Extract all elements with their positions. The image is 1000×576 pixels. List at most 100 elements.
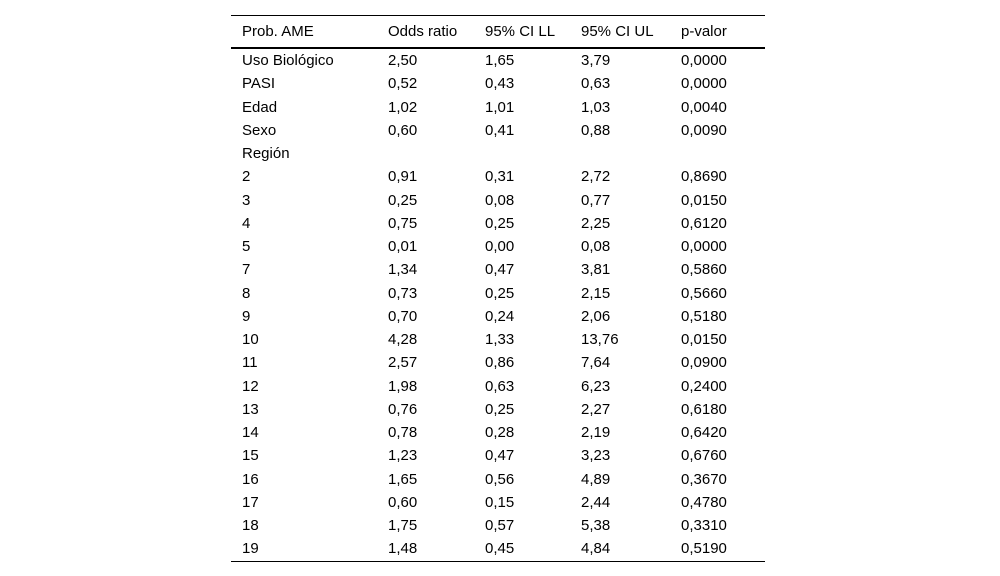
table-cell: [670, 142, 765, 165]
table-cell: 0,41: [485, 121, 515, 139]
cell-label: 11: [242, 354, 258, 372]
table-cell: 0,0000: [681, 52, 727, 70]
table-cell: 2,50: [388, 52, 418, 70]
cell-label: 16: [242, 470, 259, 488]
results-table: Prob. AME Odds ratio 95% CI LL 95% CI UL…: [231, 15, 765, 562]
table-cell: 2,15: [581, 284, 611, 302]
cell-label: 12: [242, 377, 259, 395]
table-cell: 0,5190: [670, 537, 765, 562]
table-row: 13 0,76 0,25 2,27 0,6180: [231, 398, 765, 421]
table-cell: 2,27: [581, 400, 611, 418]
cell-label: 14: [242, 424, 259, 442]
table-cell: 0,57: [485, 517, 515, 535]
table-cell: 0,08: [581, 238, 611, 256]
table-cell: 0,0000: [681, 75, 727, 93]
table-cell: 0,0150: [681, 191, 727, 209]
table-cell: 7,64: [581, 354, 611, 372]
header-row: Prob. AME Odds ratio 95% CI LL 95% CI UL…: [231, 15, 765, 49]
table-row: 11 2,57 0,86 7,64 0,0900: [231, 351, 765, 374]
table-row: 7 1,34 0,47 3,81 0,5860: [231, 258, 765, 281]
table-row: Edad 1,02 1,01 1,03 0,0040: [231, 96, 765, 119]
cell-label: 18: [242, 517, 259, 535]
table-cell: 0,70: [388, 307, 418, 325]
table-header: Prob. AME Odds ratio 95% CI LL 95% CI UL…: [231, 15, 765, 49]
cell-label: 19: [231, 537, 377, 562]
table-cell: 0,43: [485, 75, 515, 93]
table-cell: 0,28: [485, 424, 515, 442]
table-cell: 0,25: [485, 284, 515, 302]
table-cell: 2,06: [581, 307, 611, 325]
table-cell: 0,24: [485, 307, 515, 325]
table-cell: 0,73: [388, 284, 418, 302]
cell-label: Edad: [242, 98, 278, 116]
table-cell: 2,57: [388, 354, 418, 372]
table-cell: 0,0900: [681, 354, 727, 372]
table-cell: 0,08: [485, 191, 515, 209]
table-cell: 1,03: [581, 98, 611, 116]
cell-label: Sexo: [242, 121, 277, 139]
table-cell: 0,3310: [681, 517, 727, 535]
table-cell: 0,78: [388, 424, 418, 442]
table-cell: 0,5660: [681, 284, 727, 302]
table-cell: 2,44: [581, 493, 611, 511]
cell-label: 10: [242, 331, 259, 349]
table-cell: 0,76: [388, 400, 418, 418]
table-cell: 0,91: [388, 168, 418, 186]
cell-label: 8: [242, 284, 251, 302]
table-cell: 0,47: [485, 261, 515, 279]
table-cell: 0,56: [485, 470, 515, 488]
table-cell: 2,25: [581, 214, 611, 232]
table-row: 4 0,75 0,25 2,25 0,6120: [231, 212, 765, 235]
table-cell: 0,86: [485, 354, 515, 372]
table-cell: 1,48: [377, 537, 474, 562]
table-cell: 0,0000: [681, 238, 727, 256]
cell-label: Región: [242, 145, 290, 163]
cell-label: 2: [242, 168, 251, 186]
table-cell: 0,60: [388, 121, 418, 139]
table-cell: 0,5860: [681, 261, 727, 279]
table-cell: 6,23: [581, 377, 611, 395]
table-cell: 1,75: [388, 517, 418, 535]
table-cell: 0,63: [485, 377, 515, 395]
table-cell: 0,15: [485, 493, 515, 511]
table-cell: 0,63: [581, 75, 611, 93]
table-cell: 3,81: [581, 261, 611, 279]
table-row: PASI 0,52 0,43 0,63 0,0000: [231, 72, 765, 95]
table-row: 3 0,25 0,08 0,77 0,0150: [231, 189, 765, 212]
table-cell: 0,6180: [681, 400, 727, 418]
cell-label: PASI: [242, 75, 276, 93]
table-cell: 1,02: [388, 98, 418, 116]
table-row: 18 1,75 0,57 5,38 0,3310: [231, 514, 765, 537]
table-cell: 0,01: [388, 238, 418, 256]
table-cell: 1,33: [485, 331, 515, 349]
table-cell: 0,25: [388, 191, 418, 209]
table-cell: 0,6420: [681, 424, 727, 442]
table-cell: 0,0150: [681, 331, 727, 349]
cell-label: 13: [242, 400, 259, 418]
table-row: 12 1,98 0,63 6,23 0,2400: [231, 375, 765, 398]
table-row: 15 1,23 0,47 3,23 0,6760: [231, 444, 765, 467]
cell-label: 4: [242, 214, 251, 232]
cell-label: 3: [242, 191, 251, 209]
table-cell: 1,98: [388, 377, 418, 395]
table-row: 8 0,73 0,25 2,15 0,5660: [231, 282, 765, 305]
table-cell: 0,88: [581, 121, 611, 139]
table-cell: 4,89: [581, 470, 611, 488]
column-header-p-valor: p-valor: [670, 15, 765, 49]
cell-label: 15: [242, 447, 259, 465]
table-cell: 3,23: [581, 447, 611, 465]
table-row: 14 0,78 0,28 2,19 0,6420: [231, 421, 765, 444]
cell-label: 5: [242, 238, 251, 256]
table-row: 10 4,28 1,33 13,76 0,0150: [231, 328, 765, 351]
table-cell: 0,3670: [681, 470, 727, 488]
table-cell: 0,60: [388, 493, 418, 511]
table-cell: 0,77: [581, 191, 611, 209]
table-cell: 13,76: [581, 331, 619, 349]
table-row: Región: [231, 142, 765, 165]
table-cell: 0,75: [388, 214, 418, 232]
table-cell: [377, 142, 474, 165]
table-cell: 0,00: [485, 238, 515, 256]
table-cell: [474, 142, 570, 165]
table-row: 16 1,65 0,56 4,89 0,3670: [231, 468, 765, 491]
column-header-ci-ul: 95% CI UL: [570, 15, 670, 49]
